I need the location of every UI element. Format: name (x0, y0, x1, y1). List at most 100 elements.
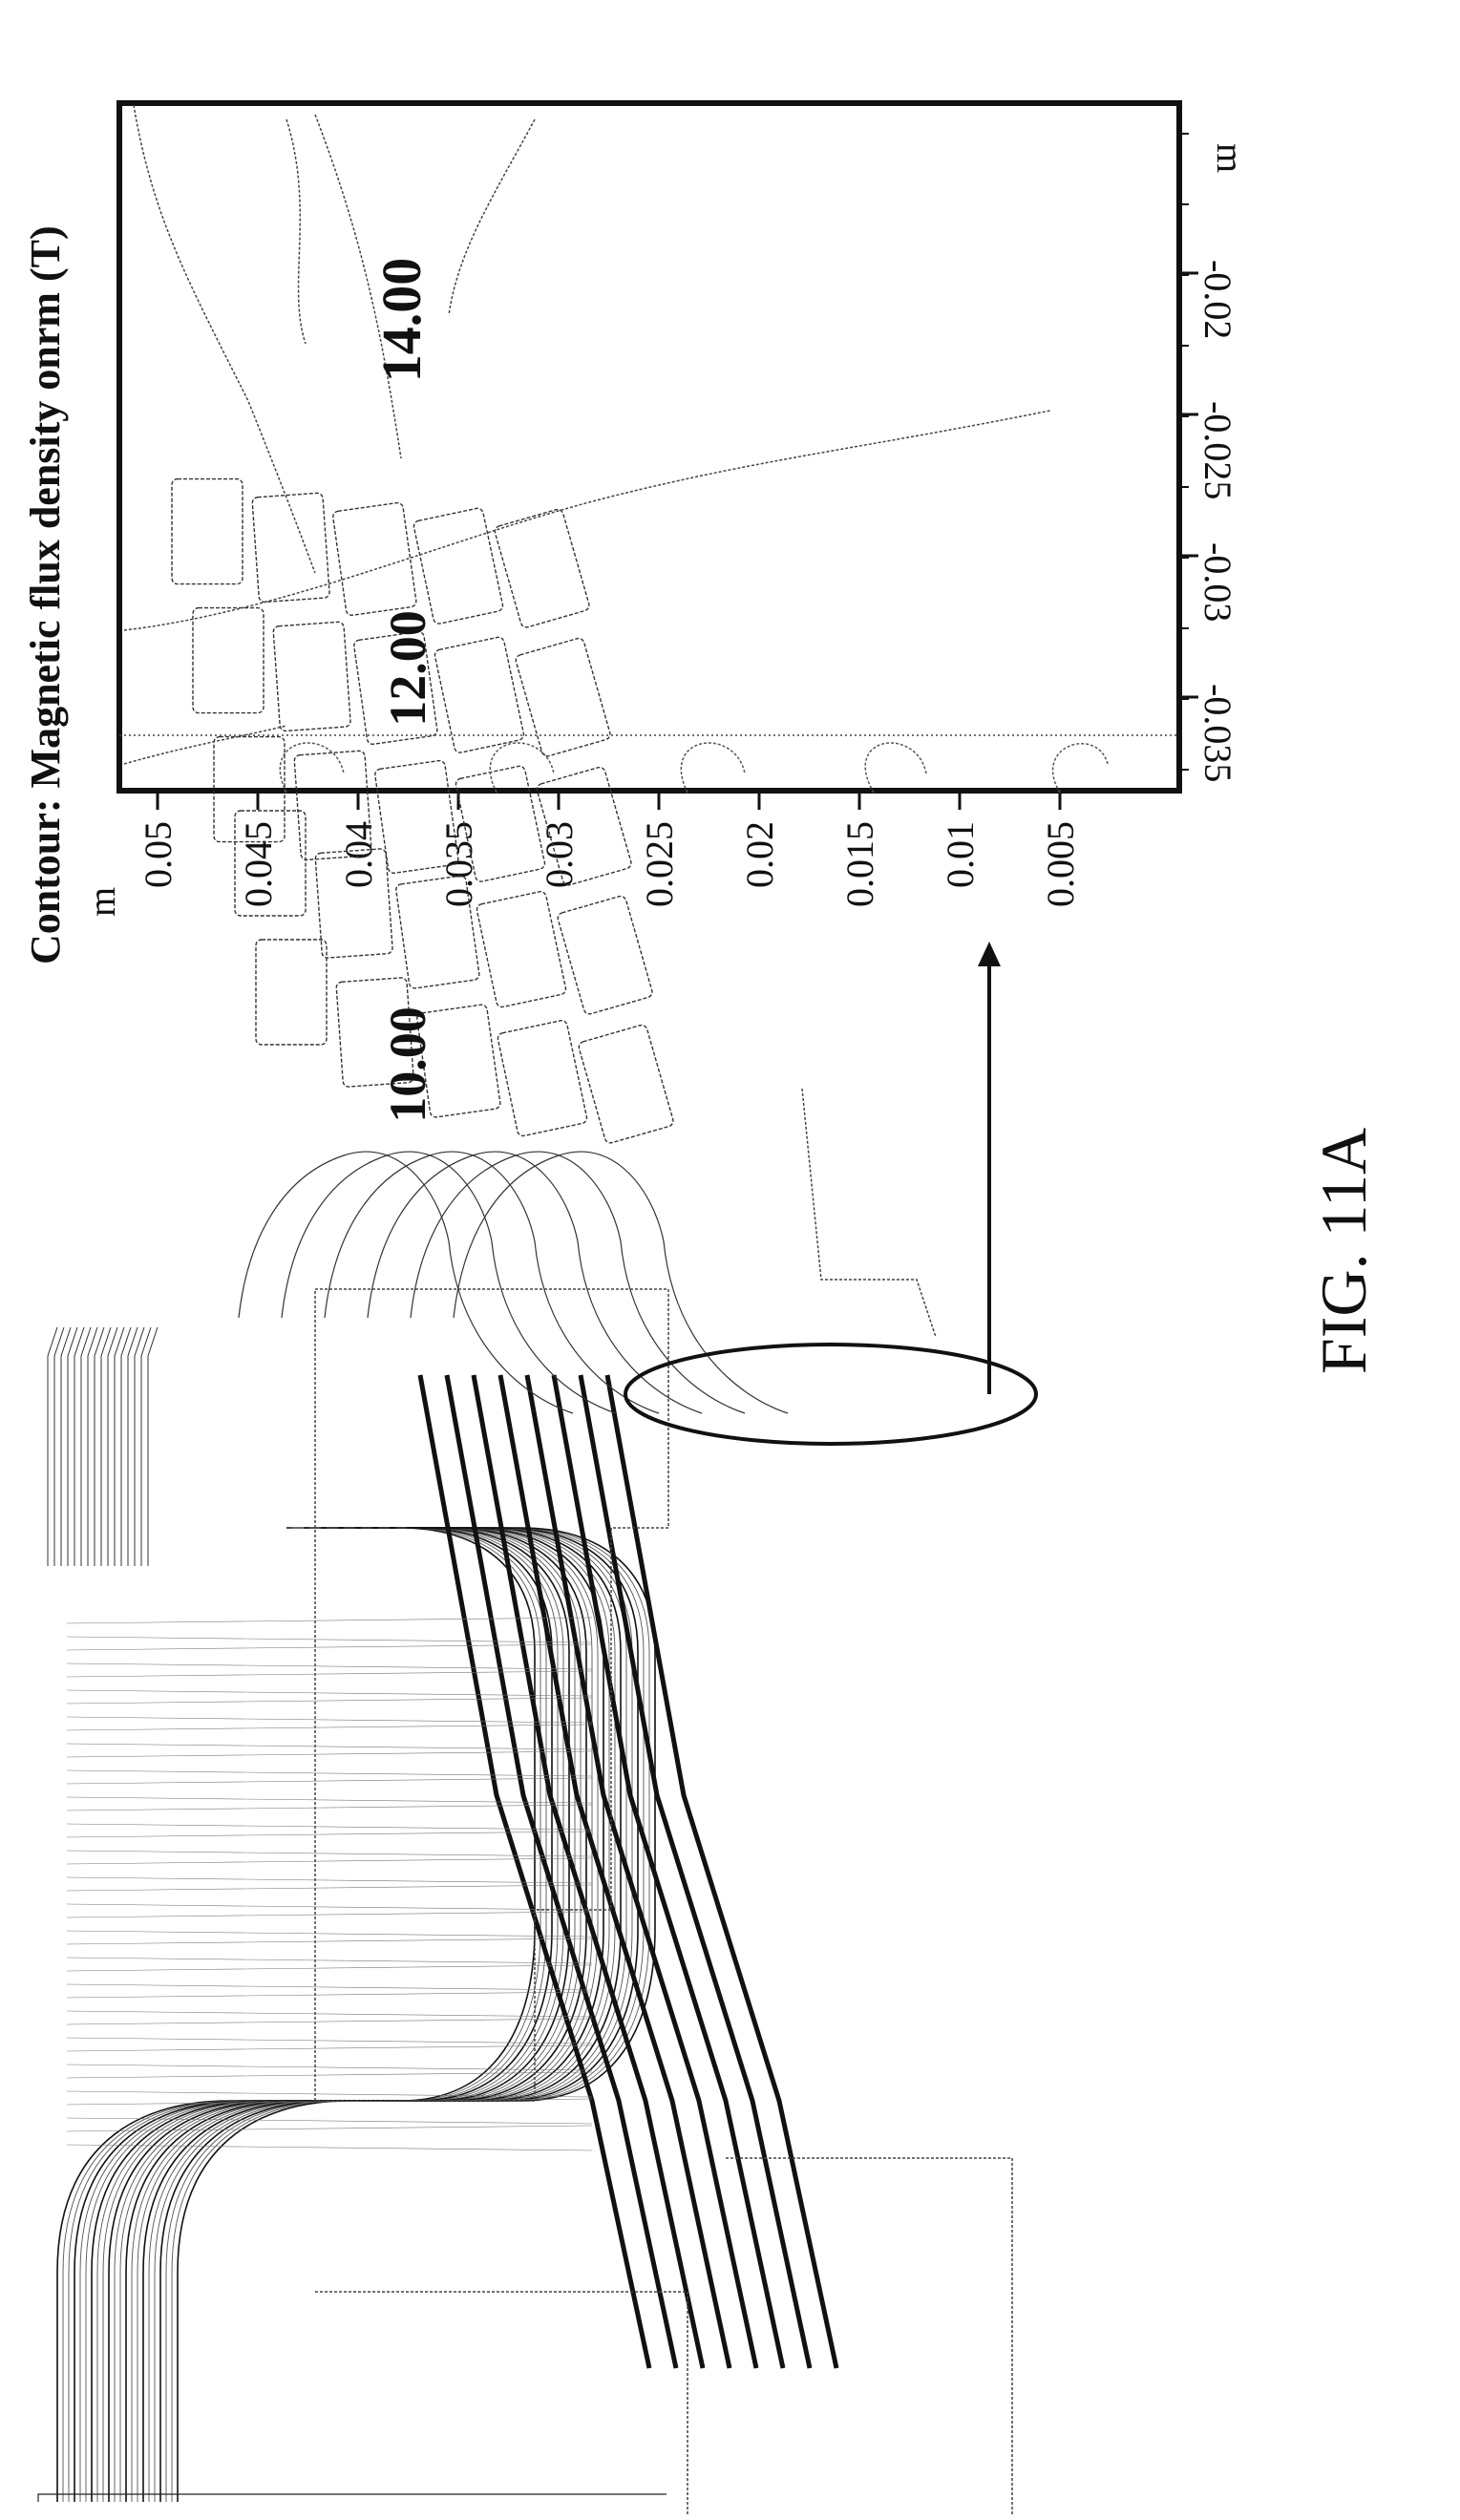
coil-wire (177, 1527, 656, 2502)
coil-mesh-line (66, 2064, 593, 2071)
coil-wire-bold (604, 1374, 839, 2369)
coil-wire (114, 1527, 593, 2502)
contour-plot-frame (116, 100, 1182, 794)
coil-mesh-line (66, 1617, 593, 1624)
coil-wire-bold (524, 1374, 759, 2369)
coil-wire (577, 1240, 703, 1414)
coil-wire (147, 1326, 159, 1566)
y-axis-tick-label: 0.03 (538, 821, 581, 888)
coil-wire (67, 1326, 78, 1566)
selection-ellipse (624, 1343, 1038, 1446)
contour-value-labels: 14.00 12.00 10.00 (370, 258, 436, 1123)
coil-section (494, 508, 590, 628)
coil-end-loop (367, 1151, 579, 1319)
y-axis-tick-label: 0.025 (638, 821, 681, 907)
housing-outline (314, 1088, 1013, 2515)
coil-end-loop (410, 1151, 622, 1319)
y-axis-tick-label: 0.05 (137, 821, 180, 888)
coil-mesh-line (66, 1689, 593, 1697)
coil-mesh-line (66, 2144, 593, 2151)
coil-section (272, 621, 351, 732)
coil-wire (79, 1527, 559, 2502)
coil-section (434, 636, 525, 753)
coil-wire (96, 1527, 576, 2502)
coil-wire (134, 1326, 145, 1566)
coil-section (314, 848, 393, 959)
coil-mesh-line (66, 1831, 593, 1838)
coil-wire (154, 1527, 633, 2502)
coil-wire (62, 1527, 541, 2502)
coil-mesh-line (66, 2090, 593, 2098)
coil-section (171, 477, 243, 585)
y-axis-tick-label: 0.04 (337, 821, 380, 888)
coil-wire (165, 1527, 645, 2502)
y-axis-tick-label: 0.015 (838, 821, 881, 907)
contour-label-12: 12.00 (379, 610, 436, 727)
coil-end-loop (281, 1151, 493, 1319)
coil-wire (159, 1527, 639, 2502)
coil-wire-bold (417, 1374, 652, 2369)
coil-mesh-line (66, 1750, 593, 1758)
coil-wire (663, 1240, 789, 1414)
y-axis: 0.05 0.045 0.04 0.035 0.03 0.025 0.02 0.015 0.01… (137, 791, 1082, 907)
coil-wire-bold (551, 1374, 786, 2369)
y-axis-tick-label: 0.01 (939, 821, 982, 888)
coil-3d-render (37, 1151, 839, 2502)
coil-wire (74, 1326, 85, 1566)
coil-mesh-line (66, 2010, 593, 2018)
coil-wire (80, 1326, 92, 1566)
coil-mesh-line (66, 1724, 593, 1731)
coil-mesh-line (66, 1957, 593, 1964)
coil-wire-bold (578, 1374, 813, 2369)
coil-section (255, 939, 328, 1046)
coil-mesh-line (66, 2018, 593, 2025)
coil-section (536, 766, 632, 886)
y-axis-tick-label: 0.035 (437, 821, 480, 907)
coil-mesh-line (66, 1670, 593, 1678)
coil-wire (102, 1527, 582, 2502)
contour-plot: 0.05 0.045 0.04 0.035 0.03 0.025 0.02 0.015 0.01… (116, 100, 1239, 1144)
contour-label-14: 14.00 (370, 258, 433, 383)
y-axis-tick-label: 0.005 (1039, 821, 1082, 907)
coil-mesh-line (66, 1743, 593, 1750)
coil-wire (53, 1326, 65, 1566)
coil-wire (491, 1240, 617, 1414)
coil-wire (74, 1527, 553, 2502)
figure-label: FIG. 11A (1307, 1128, 1380, 1374)
x-axis-tick-label: -0.02 (1196, 260, 1239, 339)
y-axis-tick-label: 0.02 (738, 821, 781, 888)
coil-end-loop (324, 1151, 536, 1319)
coil-wire (448, 1240, 574, 1414)
coil-mesh-line (66, 1662, 593, 1670)
coil-wire-bold (471, 1374, 706, 2369)
x-axis-tick-label: -0.035 (1196, 684, 1239, 782)
coil-wire (60, 1326, 72, 1566)
coil-mesh-line (66, 1938, 593, 1945)
coil-section (192, 606, 264, 714)
coil-mesh-line (66, 1884, 593, 1892)
coil-mesh-line (66, 1903, 593, 1911)
coil-wire (140, 1326, 152, 1566)
contour-label-10: 10.00 (379, 1006, 436, 1123)
x-axis-tick-label: -0.025 (1196, 401, 1239, 499)
coil-wire (68, 1527, 547, 2502)
coil-mesh-line (66, 1964, 593, 1972)
coil-section (374, 759, 459, 874)
coil-wire (137, 1527, 616, 2502)
coil-section (213, 735, 286, 843)
x-axis-tick-label: -0.03 (1196, 542, 1239, 622)
coil-section (416, 1004, 501, 1118)
coil-wire (47, 1326, 58, 1566)
coil-section (413, 507, 504, 625)
coil-wire (94, 1326, 105, 1566)
coil-wire (107, 1326, 118, 1566)
coil-mesh-line (66, 1777, 593, 1785)
contour-plot-title: Contour: Magnetic flux density onrm (T) (22, 225, 69, 964)
coil-wire (119, 1527, 599, 2502)
coil-section (335, 977, 414, 1088)
coil-end-arcs (279, 742, 1109, 794)
coil-section (234, 810, 307, 917)
coil-section (515, 637, 611, 757)
coil-bottom-edge (37, 2493, 667, 2502)
